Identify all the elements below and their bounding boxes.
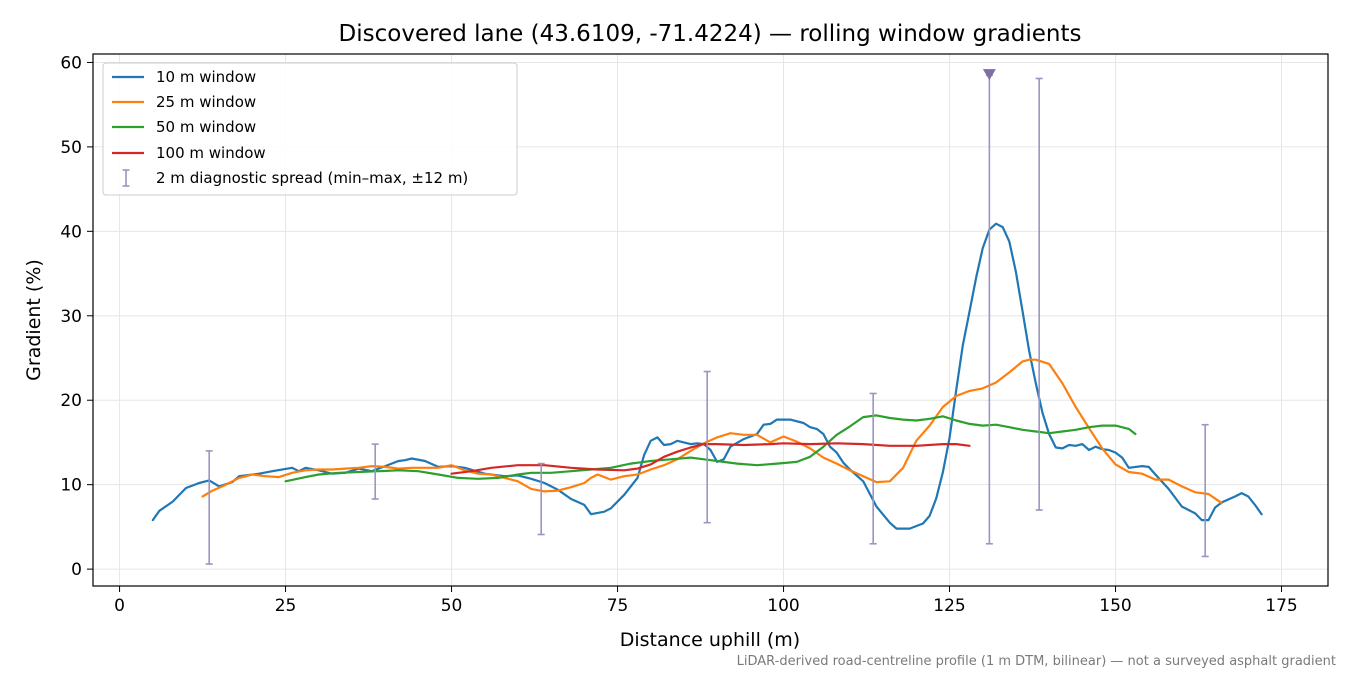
x-tick-label: 175 <box>1265 596 1297 616</box>
x-tick-label: 150 <box>1099 596 1131 616</box>
x-axis-label: Distance uphill (m) <box>620 629 800 651</box>
series-line-1 <box>151 222 1263 530</box>
clipped-max-marker <box>982 69 996 81</box>
y-tick-label: 40 <box>60 222 82 242</box>
legend-label: 10 m window <box>156 68 256 86</box>
legend-label: 2 m diagnostic spread (min–max, ±12 m) <box>156 169 468 187</box>
legend-box <box>102 62 518 196</box>
series-line-2 <box>201 358 1223 505</box>
y-axis-label: Gradient (%) <box>23 259 45 381</box>
series-line-4 <box>450 442 971 475</box>
y-tick-label: 30 <box>60 307 82 327</box>
x-tick-label: 25 <box>275 596 297 616</box>
spread-layer <box>205 69 1209 565</box>
x-tick-label: 75 <box>607 596 629 616</box>
spread-bar <box>537 462 545 536</box>
x-tick-label: 125 <box>933 596 965 616</box>
spread-bar <box>205 450 213 565</box>
x-tick-label: 0 <box>114 596 125 616</box>
spread-bar <box>371 443 379 500</box>
series-layer <box>151 222 1263 530</box>
y-tick-label: 20 <box>60 391 82 411</box>
spread-bar <box>1035 77 1043 511</box>
spread-bar <box>869 392 877 545</box>
spread-bar <box>703 370 711 524</box>
y-tick-label: 10 <box>60 476 82 496</box>
y-tick-label: 0 <box>71 560 82 580</box>
y-tick-label: 60 <box>60 53 82 73</box>
chart-title: Discovered lane (43.6109, -71.4224) — ro… <box>339 21 1082 47</box>
legend: 10 m window 25 m window 50 m window 100 m w… <box>102 62 518 196</box>
legend-label: 25 m window <box>156 93 256 111</box>
legend-errorbar-swatch <box>122 169 130 187</box>
x-tick-label: 100 <box>767 596 799 616</box>
spread-bar <box>1201 423 1209 558</box>
legend-label: 50 m window <box>156 118 256 136</box>
footnote: LiDAR-derived road-centreline profile (1… <box>737 654 1336 669</box>
plot-frame <box>92 53 1329 587</box>
legend-label: 100 m window <box>156 144 266 162</box>
series-line-3 <box>284 414 1137 483</box>
y-tick-label: 50 <box>60 138 82 158</box>
x-tick-label: 50 <box>441 596 463 616</box>
ticks: 0 25 50 75 100 125 150 175 0 10 20 30 40 50 60 <box>60 53 1297 616</box>
